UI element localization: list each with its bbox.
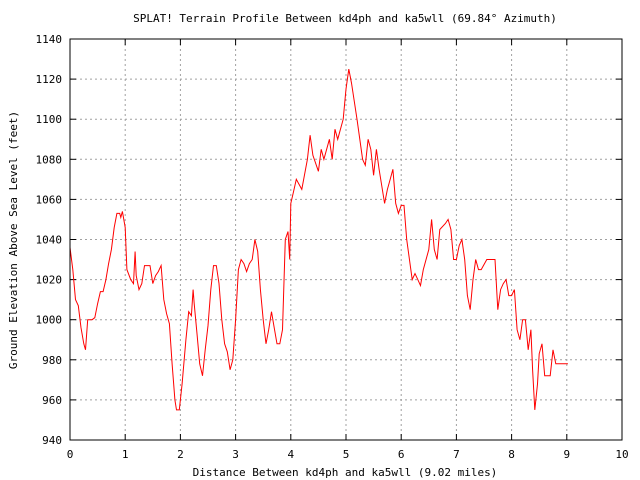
y-tick-label: 1060 bbox=[36, 193, 63, 206]
y-tick-label: 1100 bbox=[36, 113, 63, 126]
x-tick-label: 5 bbox=[343, 448, 350, 461]
x-tick-label: 10 bbox=[615, 448, 628, 461]
y-tick-label: 1080 bbox=[36, 153, 63, 166]
y-tick-label: 940 bbox=[42, 434, 62, 447]
y-tick-label: 1140 bbox=[36, 33, 63, 46]
x-axis-label: Distance Between kd4ph and ka5wll (9.02 … bbox=[193, 466, 498, 479]
y-tick-label: 960 bbox=[42, 394, 62, 407]
chart-title: SPLAT! Terrain Profile Between kd4ph and… bbox=[133, 12, 557, 25]
axis-ticks: 0 1 2 3 4 5 6 7 8 9 10 940 960 980 1000 1020 1040 1060 108… bbox=[36, 33, 629, 461]
y-tick-label: 1020 bbox=[36, 274, 63, 287]
plot-frame bbox=[69, 38, 623, 441]
x-tick-label: 2 bbox=[177, 448, 184, 461]
x-tick-label: 3 bbox=[232, 448, 239, 461]
x-tick-label: 1 bbox=[122, 448, 129, 461]
y-tick-label: 980 bbox=[42, 354, 62, 367]
y-axis-label: Ground Elevation Above Sea Level (feet) bbox=[7, 111, 20, 369]
x-tick-label: 9 bbox=[563, 448, 570, 461]
y-tick-label: 1120 bbox=[36, 73, 63, 86]
grid bbox=[70, 39, 622, 440]
terrain-series-line bbox=[69, 69, 568, 411]
x-tick-label: 4 bbox=[287, 448, 294, 461]
x-tick-label: 0 bbox=[67, 448, 74, 461]
y-tick-label: 1000 bbox=[36, 314, 63, 327]
x-tick-label: 7 bbox=[453, 448, 460, 461]
x-tick-label: 6 bbox=[398, 448, 405, 461]
x-tick-label: 8 bbox=[508, 448, 515, 461]
y-tick-label: 1040 bbox=[36, 234, 63, 247]
